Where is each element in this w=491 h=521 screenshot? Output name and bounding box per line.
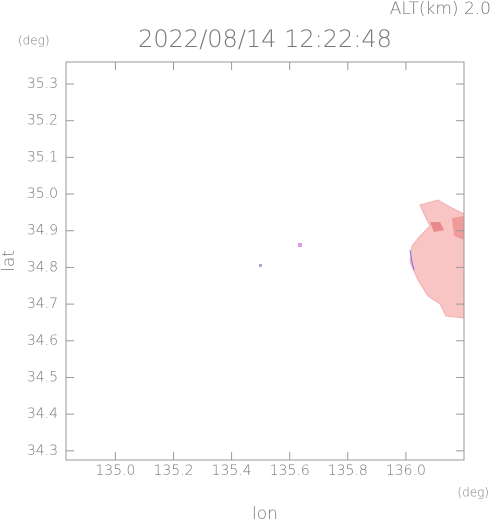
x-tick-label: 135.2 — [153, 463, 193, 479]
plot-frame — [65, 61, 465, 461]
y-tick-label: 35.0 — [27, 186, 58, 202]
y-tick-label: 34.6 — [27, 333, 58, 349]
y-tick-label: 35.2 — [27, 113, 58, 129]
y-unit: (deg) — [18, 34, 50, 48]
radar-echo — [259, 199, 465, 319]
y-axis-label: lat — [0, 250, 19, 272]
y-tick-label: 35.1 — [27, 149, 58, 165]
x-tick-label: 135.4 — [212, 463, 252, 479]
x-tick-label: 135.0 — [95, 463, 135, 479]
y-tick-label: 34.9 — [27, 223, 58, 239]
x-unit: (deg) — [457, 486, 489, 500]
y-tick-label: 34.4 — [27, 406, 58, 422]
x-axis-label: lon — [252, 504, 278, 521]
chart-title: 2022/08/14 12:22:48 — [138, 25, 392, 53]
x-tick-label: 135.8 — [328, 463, 368, 479]
y-tick-label: 34.5 — [27, 369, 58, 385]
x-tick-label: 135.6 — [270, 463, 310, 479]
y-tick-label: 34.8 — [27, 259, 58, 275]
y-tick-label: 34.3 — [27, 443, 58, 459]
y-tick-label: 34.7 — [27, 296, 58, 312]
subtitle: ALT(km) 2.0 — [390, 0, 491, 19]
y-tick-label: 35.3 — [27, 76, 58, 92]
x-tick-label: 136.0 — [386, 463, 426, 479]
